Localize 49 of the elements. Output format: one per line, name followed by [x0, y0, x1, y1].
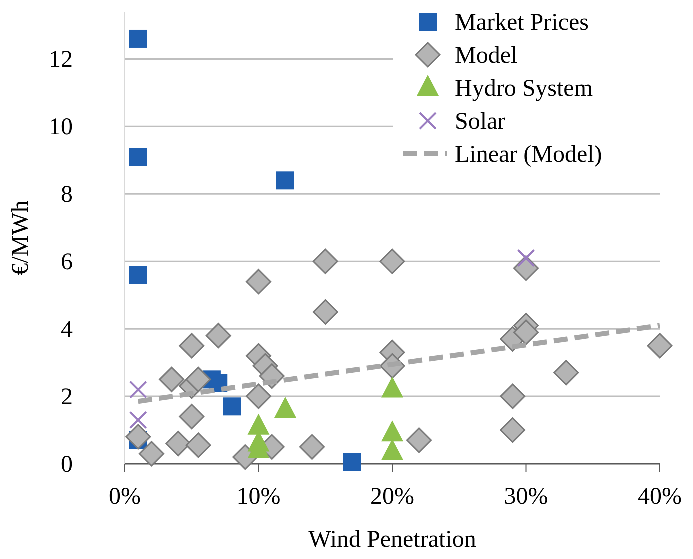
point — [206, 323, 232, 349]
point — [139, 441, 164, 467]
point — [179, 404, 205, 430]
point — [500, 418, 526, 444]
point — [166, 431, 192, 457]
legend-label: Solar — [455, 109, 506, 135]
point — [179, 333, 205, 359]
legend-label: Market Prices — [455, 10, 589, 36]
y-tick-label: 4 — [61, 317, 73, 344]
x-tick-label: 10% — [236, 484, 281, 510]
x-axis-title: Wind Penetration — [308, 527, 476, 553]
x-tick-label: 0% — [109, 484, 141, 510]
point — [246, 384, 272, 410]
point — [517, 249, 536, 268]
point — [246, 269, 272, 295]
point — [343, 453, 362, 472]
point — [223, 398, 241, 416]
y-tick-label: 12 — [49, 47, 73, 74]
point — [129, 380, 148, 399]
y-tick-label: 10 — [49, 114, 73, 141]
y-axis-title: €/MWh — [8, 200, 34, 276]
point — [129, 411, 148, 430]
point — [129, 148, 148, 166]
x-tick-label: 30% — [504, 484, 548, 510]
point — [276, 172, 294, 190]
point — [129, 30, 148, 48]
legend-label: Hydro System — [455, 76, 594, 102]
legend-label: Model — [455, 43, 518, 69]
point — [186, 432, 212, 458]
point — [380, 248, 406, 274]
point — [406, 428, 432, 454]
point — [647, 333, 673, 359]
point — [300, 434, 325, 460]
point — [514, 320, 539, 346]
point — [126, 424, 152, 450]
x-tick-label: 20% — [370, 484, 414, 510]
point — [500, 384, 526, 410]
point — [554, 360, 580, 386]
point — [312, 299, 338, 325]
point — [312, 248, 338, 274]
y-tick-label: 6 — [61, 250, 73, 276]
point — [129, 266, 148, 284]
y-tick-label: 0 — [61, 452, 73, 478]
x-tick-label: 40% — [638, 484, 682, 510]
y-tick-label: 8 — [61, 182, 73, 208]
point — [159, 366, 185, 392]
y-tick-label: 2 — [61, 384, 73, 411]
legend-label: Linear (Model) — [455, 142, 602, 168]
point — [186, 366, 212, 392]
